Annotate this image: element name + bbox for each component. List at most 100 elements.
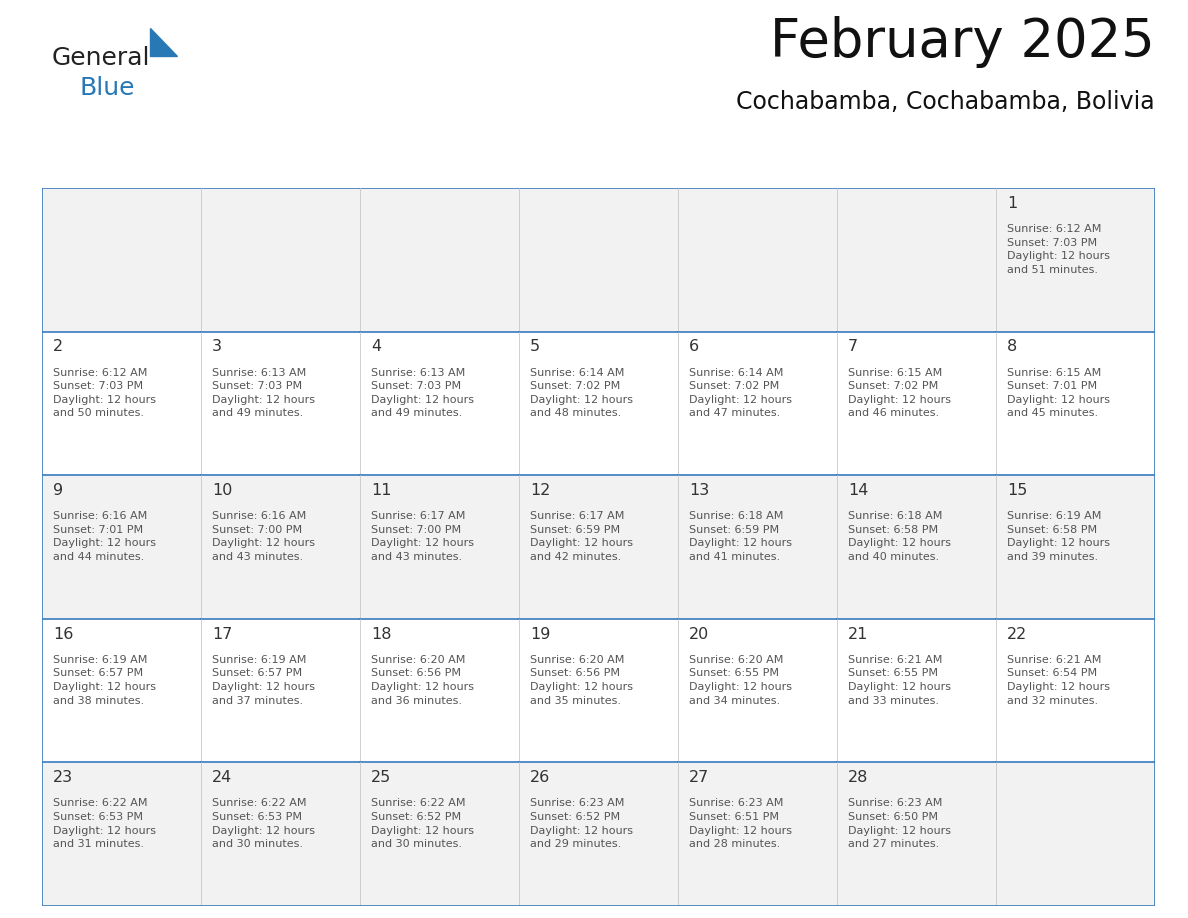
Bar [360, 619, 519, 763]
Bar [42, 619, 201, 763]
Text: Sunrise: 6:18 AM
Sunset: 6:59 PM
Daylight: 12 hours
and 41 minutes.: Sunrise: 6:18 AM Sunset: 6:59 PM Dayligh… [689, 511, 792, 562]
Text: February 2025: February 2025 [770, 16, 1155, 68]
Text: Friday: Friday [853, 152, 908, 171]
Text: 13: 13 [689, 483, 709, 498]
Text: Sunrise: 6:14 AM
Sunset: 7:02 PM
Daylight: 12 hours
and 47 minutes.: Sunrise: 6:14 AM Sunset: 7:02 PM Dayligh… [689, 367, 792, 419]
Text: Sunrise: 6:22 AM
Sunset: 6:53 PM
Daylight: 12 hours
and 31 minutes.: Sunrise: 6:22 AM Sunset: 6:53 PM Dayligh… [53, 799, 156, 849]
Bar [678, 763, 838, 906]
Bar [838, 188, 996, 331]
Bar [678, 619, 838, 763]
Text: Sunrise: 6:15 AM
Sunset: 7:01 PM
Daylight: 12 hours
and 45 minutes.: Sunrise: 6:15 AM Sunset: 7:01 PM Dayligh… [1007, 367, 1110, 419]
Text: General: General [52, 46, 151, 70]
Text: Sunrise: 6:17 AM
Sunset: 7:00 PM
Daylight: 12 hours
and 43 minutes.: Sunrise: 6:17 AM Sunset: 7:00 PM Dayligh… [371, 511, 474, 562]
Bar [996, 188, 1155, 331]
Text: 4: 4 [371, 340, 381, 354]
Bar [201, 331, 360, 476]
Text: 9: 9 [53, 483, 63, 498]
Text: Sunrise: 6:20 AM
Sunset: 6:55 PM
Daylight: 12 hours
and 34 minutes.: Sunrise: 6:20 AM Sunset: 6:55 PM Dayligh… [689, 655, 792, 706]
Text: Sunrise: 6:19 AM
Sunset: 6:57 PM
Daylight: 12 hours
and 37 minutes.: Sunrise: 6:19 AM Sunset: 6:57 PM Dayligh… [213, 655, 315, 706]
Text: Sunrise: 6:19 AM
Sunset: 6:58 PM
Daylight: 12 hours
and 39 minutes.: Sunrise: 6:19 AM Sunset: 6:58 PM Dayligh… [1007, 511, 1110, 562]
Bar [996, 763, 1155, 906]
Bar [360, 763, 519, 906]
Text: Wednesday: Wednesday [535, 152, 639, 171]
Bar [996, 331, 1155, 476]
Bar [42, 331, 201, 476]
Bar [519, 763, 678, 906]
Bar [678, 188, 838, 331]
Text: Sunrise: 6:22 AM
Sunset: 6:52 PM
Daylight: 12 hours
and 30 minutes.: Sunrise: 6:22 AM Sunset: 6:52 PM Dayligh… [371, 799, 474, 849]
Text: 26: 26 [530, 770, 550, 785]
Text: Tuesday: Tuesday [375, 152, 449, 171]
Text: Sunrise: 6:20 AM
Sunset: 6:56 PM
Daylight: 12 hours
and 35 minutes.: Sunrise: 6:20 AM Sunset: 6:56 PM Dayligh… [530, 655, 633, 706]
Bar [201, 188, 360, 331]
Bar [42, 188, 201, 331]
Text: 15: 15 [1007, 483, 1028, 498]
Bar [201, 619, 360, 763]
Bar [360, 188, 519, 331]
Text: Saturday: Saturday [1012, 152, 1093, 171]
Text: 8: 8 [1007, 340, 1017, 354]
Text: Sunrise: 6:18 AM
Sunset: 6:58 PM
Daylight: 12 hours
and 40 minutes.: Sunrise: 6:18 AM Sunset: 6:58 PM Dayligh… [848, 511, 952, 562]
Text: 14: 14 [848, 483, 868, 498]
Text: Sunrise: 6:12 AM
Sunset: 7:03 PM
Daylight: 12 hours
and 50 minutes.: Sunrise: 6:12 AM Sunset: 7:03 PM Dayligh… [53, 367, 156, 419]
Bar [838, 476, 996, 619]
Text: 16: 16 [53, 627, 74, 642]
Bar [996, 619, 1155, 763]
Polygon shape [150, 28, 177, 56]
Text: Sunrise: 6:14 AM
Sunset: 7:02 PM
Daylight: 12 hours
and 48 minutes.: Sunrise: 6:14 AM Sunset: 7:02 PM Dayligh… [530, 367, 633, 419]
Text: Sunday: Sunday [58, 152, 125, 171]
Text: Sunrise: 6:12 AM
Sunset: 7:03 PM
Daylight: 12 hours
and 51 minutes.: Sunrise: 6:12 AM Sunset: 7:03 PM Dayligh… [1007, 224, 1110, 274]
Text: 23: 23 [53, 770, 74, 785]
Text: 2: 2 [53, 340, 63, 354]
Text: Monday: Monday [217, 152, 287, 171]
Bar [838, 619, 996, 763]
Text: 12: 12 [530, 483, 550, 498]
Text: Cochabamba, Cochabamba, Bolivia: Cochabamba, Cochabamba, Bolivia [737, 90, 1155, 114]
Text: 1: 1 [1007, 196, 1017, 211]
Text: Sunrise: 6:15 AM
Sunset: 7:02 PM
Daylight: 12 hours
and 46 minutes.: Sunrise: 6:15 AM Sunset: 7:02 PM Dayligh… [848, 367, 952, 419]
Text: Sunrise: 6:23 AM
Sunset: 6:50 PM
Daylight: 12 hours
and 27 minutes.: Sunrise: 6:23 AM Sunset: 6:50 PM Dayligh… [848, 799, 952, 849]
Text: Sunrise: 6:20 AM
Sunset: 6:56 PM
Daylight: 12 hours
and 36 minutes.: Sunrise: 6:20 AM Sunset: 6:56 PM Dayligh… [371, 655, 474, 706]
Text: Sunrise: 6:17 AM
Sunset: 6:59 PM
Daylight: 12 hours
and 42 minutes.: Sunrise: 6:17 AM Sunset: 6:59 PM Dayligh… [530, 511, 633, 562]
Text: 28: 28 [848, 770, 868, 785]
Text: 22: 22 [1007, 627, 1028, 642]
Bar [678, 331, 838, 476]
Text: 17: 17 [213, 627, 233, 642]
Text: 11: 11 [371, 483, 392, 498]
Bar [201, 763, 360, 906]
Text: 20: 20 [689, 627, 709, 642]
Bar [838, 763, 996, 906]
Text: Sunrise: 6:23 AM
Sunset: 6:51 PM
Daylight: 12 hours
and 28 minutes.: Sunrise: 6:23 AM Sunset: 6:51 PM Dayligh… [689, 799, 792, 849]
Bar [996, 476, 1155, 619]
Bar [678, 476, 838, 619]
Text: 10: 10 [213, 483, 233, 498]
Text: 27: 27 [689, 770, 709, 785]
Text: 6: 6 [689, 340, 700, 354]
Bar [838, 331, 996, 476]
Text: 5: 5 [530, 340, 541, 354]
Text: Sunrise: 6:13 AM
Sunset: 7:03 PM
Daylight: 12 hours
and 49 minutes.: Sunrise: 6:13 AM Sunset: 7:03 PM Dayligh… [213, 367, 315, 419]
Text: Sunrise: 6:16 AM
Sunset: 7:01 PM
Daylight: 12 hours
and 44 minutes.: Sunrise: 6:16 AM Sunset: 7:01 PM Dayligh… [53, 511, 156, 562]
Text: 18: 18 [371, 627, 392, 642]
Text: Sunrise: 6:21 AM
Sunset: 6:54 PM
Daylight: 12 hours
and 32 minutes.: Sunrise: 6:21 AM Sunset: 6:54 PM Dayligh… [1007, 655, 1110, 706]
Bar [519, 188, 678, 331]
Text: 24: 24 [213, 770, 233, 785]
Text: Blue: Blue [80, 76, 135, 100]
Text: 7: 7 [848, 340, 858, 354]
Text: Sunrise: 6:23 AM
Sunset: 6:52 PM
Daylight: 12 hours
and 29 minutes.: Sunrise: 6:23 AM Sunset: 6:52 PM Dayligh… [530, 799, 633, 849]
Text: Sunrise: 6:13 AM
Sunset: 7:03 PM
Daylight: 12 hours
and 49 minutes.: Sunrise: 6:13 AM Sunset: 7:03 PM Dayligh… [371, 367, 474, 419]
Bar [42, 476, 201, 619]
Text: Sunrise: 6:16 AM
Sunset: 7:00 PM
Daylight: 12 hours
and 43 minutes.: Sunrise: 6:16 AM Sunset: 7:00 PM Dayligh… [213, 511, 315, 562]
Bar [519, 619, 678, 763]
Text: Thursday: Thursday [694, 152, 778, 171]
Bar [201, 476, 360, 619]
Text: 19: 19 [530, 627, 550, 642]
Bar [519, 331, 678, 476]
Bar [360, 331, 519, 476]
Text: Sunrise: 6:22 AM
Sunset: 6:53 PM
Daylight: 12 hours
and 30 minutes.: Sunrise: 6:22 AM Sunset: 6:53 PM Dayligh… [213, 799, 315, 849]
Bar [519, 476, 678, 619]
Text: 21: 21 [848, 627, 868, 642]
Text: Sunrise: 6:21 AM
Sunset: 6:55 PM
Daylight: 12 hours
and 33 minutes.: Sunrise: 6:21 AM Sunset: 6:55 PM Dayligh… [848, 655, 952, 706]
Bar [360, 476, 519, 619]
Text: Sunrise: 6:19 AM
Sunset: 6:57 PM
Daylight: 12 hours
and 38 minutes.: Sunrise: 6:19 AM Sunset: 6:57 PM Dayligh… [53, 655, 156, 706]
